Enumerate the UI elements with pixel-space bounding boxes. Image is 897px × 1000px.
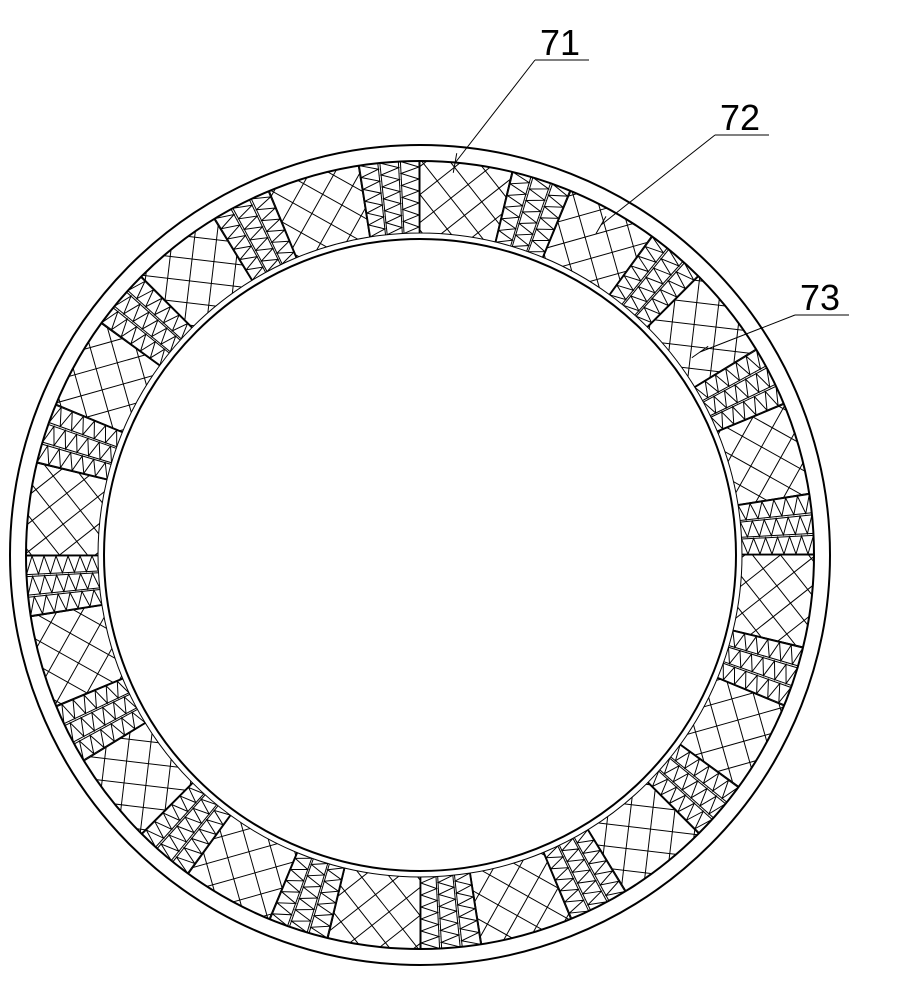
crosshatch-segment (502, 499, 897, 956)
labels: 71 72 73 (453, 22, 849, 358)
crosshatch-segment (0, 279, 308, 757)
spring-segment (695, 350, 784, 431)
crosshatch-segment (218, 0, 696, 443)
inner-circle (104, 239, 736, 871)
label-71: 71 (540, 22, 580, 63)
crosshatch-segment (0, 154, 338, 611)
leader-line (455, 60, 535, 163)
ring-cross-section-diagram: 71 72 73 (0, 0, 897, 1000)
spring-segment (359, 161, 419, 237)
outer-shell-outer (10, 145, 830, 965)
label-73: 73 (800, 277, 840, 318)
label-72: 72 (720, 97, 760, 138)
crosshatch-segment (0, 563, 352, 991)
spring-segment (421, 873, 481, 949)
spring-segment (544, 830, 625, 919)
spring-segment (738, 494, 814, 554)
crosshatch-segment (428, 623, 856, 1000)
leader-line (601, 135, 715, 225)
leader-tick (692, 346, 708, 357)
spring-segment (56, 679, 145, 760)
crosshatch-segment (282, 664, 760, 1000)
leader-line (700, 315, 795, 352)
spring-segment (215, 191, 296, 280)
spring-segment (26, 556, 102, 616)
crosshatch-segment (0, 59, 412, 487)
crosshatch-segment (80, 0, 558, 446)
crosshatch-segment (529, 215, 897, 693)
crosshatch-segment (364, 16, 821, 473)
